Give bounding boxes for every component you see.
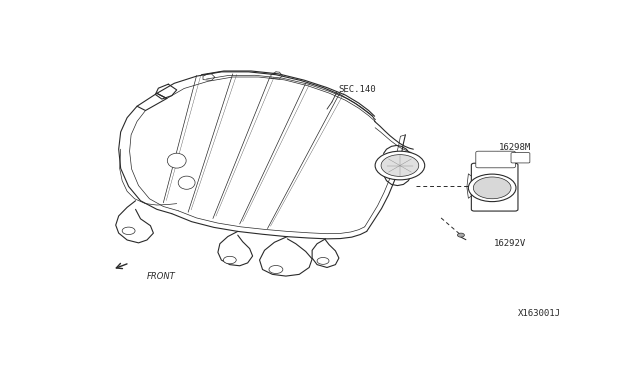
Circle shape	[269, 266, 283, 273]
Ellipse shape	[178, 176, 195, 189]
Text: 16292V: 16292V	[494, 239, 527, 248]
FancyBboxPatch shape	[511, 153, 530, 163]
Circle shape	[223, 256, 236, 264]
Text: SEC.140: SEC.140	[338, 84, 376, 93]
FancyBboxPatch shape	[471, 163, 518, 211]
Text: X163001J: X163001J	[518, 310, 561, 318]
Ellipse shape	[167, 153, 186, 168]
Circle shape	[468, 174, 516, 202]
FancyBboxPatch shape	[476, 151, 515, 168]
Circle shape	[458, 233, 465, 237]
Circle shape	[375, 151, 425, 180]
Circle shape	[381, 155, 419, 176]
Text: FRONT: FRONT	[147, 272, 176, 281]
Text: 16298M: 16298M	[499, 143, 531, 152]
Circle shape	[317, 257, 329, 264]
Circle shape	[122, 227, 135, 235]
Circle shape	[474, 177, 511, 199]
